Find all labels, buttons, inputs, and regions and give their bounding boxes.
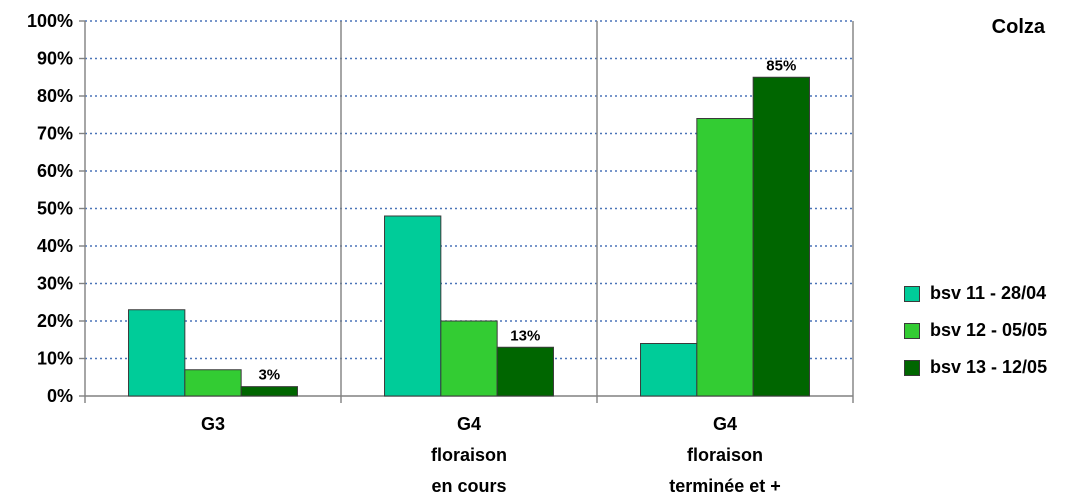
category-label-3-line-3: terminée et + — [669, 476, 781, 495]
legend-item-series-2: bsv 12 - 05/05 — [904, 312, 1047, 349]
bar-series-1-category-3 — [640, 343, 698, 397]
y-tick-label: 20% — [37, 311, 73, 331]
data-label-2: 13% — [510, 327, 540, 344]
bar-series-3-category-2 — [496, 346, 554, 397]
chart-title: Colza — [991, 16, 1045, 38]
y-tick-label: 70% — [37, 124, 73, 144]
category-label-2-line-3: en cours — [431, 476, 506, 495]
bar-series-1-category-2 — [384, 215, 442, 397]
y-tick-label: 60% — [37, 161, 73, 181]
data-label-3: 85% — [766, 57, 796, 74]
y-tick-label: 50% — [37, 199, 73, 219]
bar-series-2-category-3 — [696, 118, 754, 397]
legend-label-series-1: bsv 11 - 28/04 — [930, 283, 1047, 303]
y-tick-label: 30% — [37, 274, 73, 294]
bar-series-1-category-1 — [128, 309, 186, 397]
y-tick-label: 10% — [37, 349, 73, 369]
category-label-2-line-2: floraison — [431, 445, 507, 465]
bar-series-3-category-1 — [240, 386, 298, 397]
y-tick-label: 100% — [27, 11, 73, 31]
legend-swatch-series-3 — [904, 359, 920, 376]
legend-item-series-3: bsv 13 - 12/05 — [904, 349, 1047, 386]
legend: bsv 11 - 28/04 bsv 12 - 05/05 bsv 13 - 1… — [904, 275, 1047, 386]
bar-series-3-category-3 — [752, 76, 810, 397]
legend-label-series-3: bsv 13 - 12/05 — [930, 357, 1048, 377]
legend-item-series-1: bsv 11 - 28/04 — [904, 275, 1047, 312]
legend-swatch-series-1 — [904, 285, 920, 302]
y-tick-label: 40% — [37, 236, 73, 256]
category-label-3-line-1: G4 — [713, 414, 737, 434]
legend-label-series-2: bsv 12 - 05/05 — [930, 320, 1048, 340]
bar-series-2-category-1 — [184, 369, 242, 397]
data-label-1: 3% — [258, 367, 280, 384]
y-tick-label: 80% — [37, 86, 73, 106]
legend-swatch-series-2 — [904, 322, 920, 339]
category-label-1-line-1: G3 — [201, 414, 225, 434]
bar-series-2-category-2 — [440, 320, 498, 397]
y-tick-label: 0% — [47, 386, 73, 406]
y-tick-label: 90% — [37, 49, 73, 69]
category-label-2-line-1: G4 — [457, 414, 481, 434]
category-label-3-line-2: floraison — [687, 445, 763, 465]
